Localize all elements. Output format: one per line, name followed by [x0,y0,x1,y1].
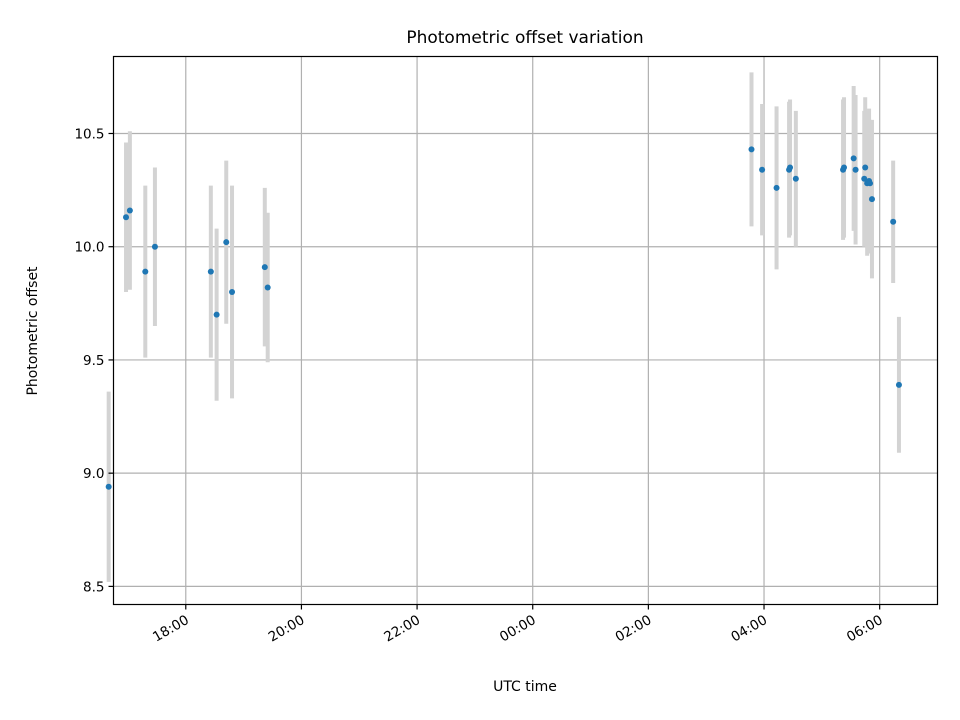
data-point [773,184,780,191]
data-point [207,268,214,275]
data-point [792,175,799,182]
data-point [229,289,236,296]
data-point [850,155,857,162]
data-point [213,311,220,318]
y-tick-label: 10.5 [74,126,104,142]
data-point [126,207,133,214]
data-point [142,268,149,275]
data-point [867,180,874,187]
plot-frame [112,55,939,606]
data-points [105,146,902,490]
x-axis-label: UTC time [493,679,557,695]
data-point [868,196,875,203]
y-tick-label: 9.5 [83,353,104,369]
data-point [890,218,897,225]
data-point [264,284,271,291]
grid [113,56,938,605]
data-point [105,483,112,490]
y-axis-ticks: 8.5 9.0 9.5 10.0 10.5 [74,126,114,595]
data-point [895,381,902,388]
data-point [841,164,848,171]
data-point [748,146,755,153]
data-point [759,166,766,173]
data-point [223,239,230,246]
data-point [787,164,794,171]
data-point [852,166,859,173]
y-tick-label: 8.5 [83,579,104,595]
data-point [862,164,869,171]
y-tick-label: 10.0 [74,240,104,256]
data-point [861,175,868,182]
data-point [123,214,130,221]
data-point [151,243,158,250]
chart-title: Photometric offset variation [406,28,643,48]
y-axis-label: Photometric offset [25,266,41,396]
data-point [261,264,268,271]
y-tick-label: 9.0 [83,466,104,482]
